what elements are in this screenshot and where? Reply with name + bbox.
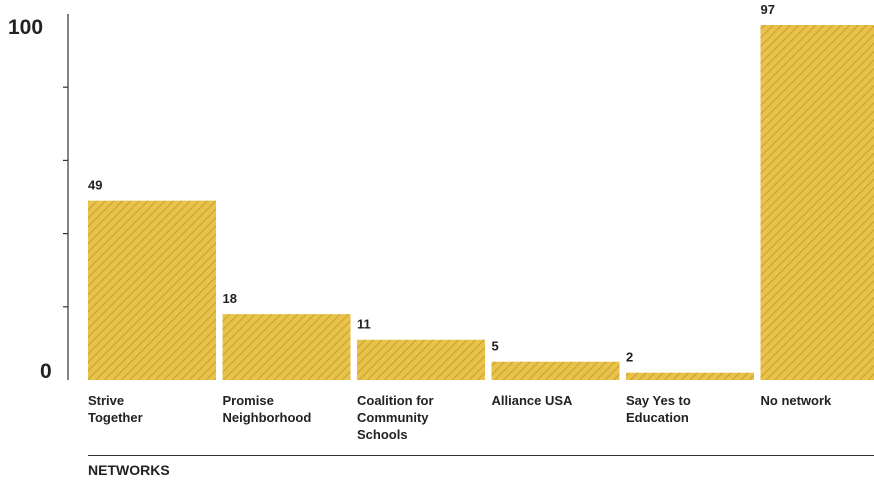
data-labels: 49 18 11 5 2 97 — [88, 2, 775, 365]
data-label: 11 — [357, 317, 371, 332]
x-tick-label-line: Schools — [357, 427, 408, 442]
x-tick-label: Alliance USA — [492, 393, 574, 408]
bar — [491, 361, 620, 380]
x-tick-label-line: Education — [626, 410, 689, 425]
x-tick-labels: Strive Together Promise Neighborhood Coaliti… — [88, 393, 832, 442]
x-tick-label: Say Yes to Education — [626, 393, 691, 425]
x-axis-title: NETWORKS — [88, 462, 170, 478]
x-tick-label-line: Strive — [88, 393, 124, 408]
bar — [626, 372, 754, 380]
x-tick-label: Coalition for Community Schools — [357, 393, 434, 442]
x-tick-label-line: No network — [761, 393, 833, 408]
x-tick-label-line: Neighborhood — [223, 410, 312, 425]
bar — [88, 200, 216, 380]
x-tick-label-line: Say Yes to — [626, 393, 691, 408]
bar — [760, 24, 874, 380]
x-tick-label-line: Promise — [223, 393, 274, 408]
x-tick-label-line: Together — [88, 410, 143, 425]
x-axis-rule — [88, 455, 874, 456]
x-tick-label: Promise Neighborhood — [223, 393, 312, 425]
x-tick-label: Strive Together — [88, 393, 143, 425]
y-axis: 0 100 — [8, 14, 69, 383]
x-tick-label-line: Alliance USA — [492, 393, 574, 408]
x-tick-label-line: Coalition for — [357, 393, 434, 408]
data-label: 2 — [626, 350, 633, 365]
data-label: 97 — [761, 2, 775, 17]
data-label: 18 — [223, 291, 237, 306]
y-tick-label: 100 — [8, 16, 43, 39]
data-label: 49 — [88, 178, 102, 193]
bar — [222, 314, 351, 380]
bars — [88, 24, 874, 380]
data-label: 5 — [492, 339, 499, 354]
x-tick-label: No network — [761, 393, 833, 408]
x-tick-label-line: Community — [357, 410, 429, 425]
bar — [357, 339, 485, 380]
y-tick-label: 0 — [40, 360, 52, 383]
